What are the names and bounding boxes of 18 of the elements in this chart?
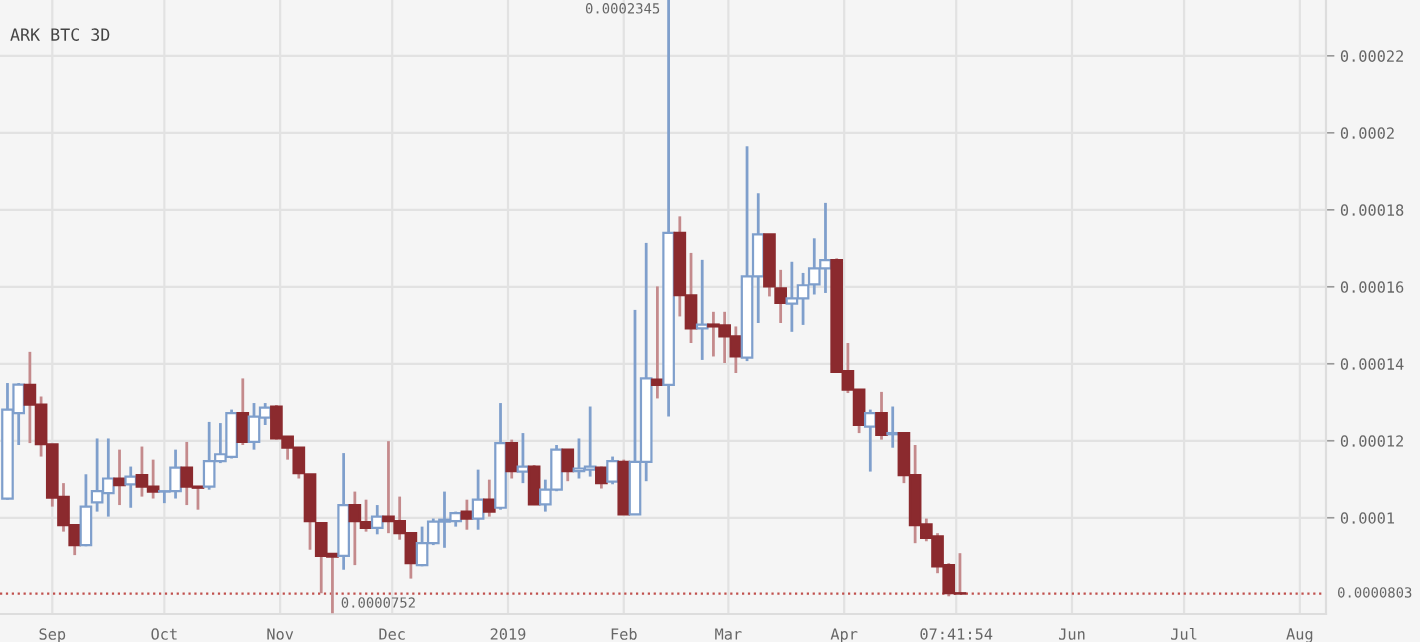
- candlestick: [505, 438, 519, 480]
- candlestick: [124, 465, 138, 510]
- candlestick: [460, 498, 474, 532]
- text: ARK BTC 3D: [10, 28, 110, 41]
- candlestick: [516, 431, 530, 485]
- candlestick: [527, 463, 541, 507]
- candlestick: [113, 448, 126, 507]
- candlestick: [651, 285, 664, 400]
- candlestick: [561, 448, 575, 483]
- candlestick: [695, 258, 709, 362]
- candlestick: [863, 408, 877, 473]
- candlestick: [875, 390, 888, 442]
- candlestick: [886, 405, 900, 450]
- candlestick: [370, 503, 384, 536]
- candlestick: [482, 478, 496, 518]
- candlestick: [471, 468, 485, 532]
- candlestick: [606, 455, 619, 486]
- candlestick: [236, 377, 250, 447]
